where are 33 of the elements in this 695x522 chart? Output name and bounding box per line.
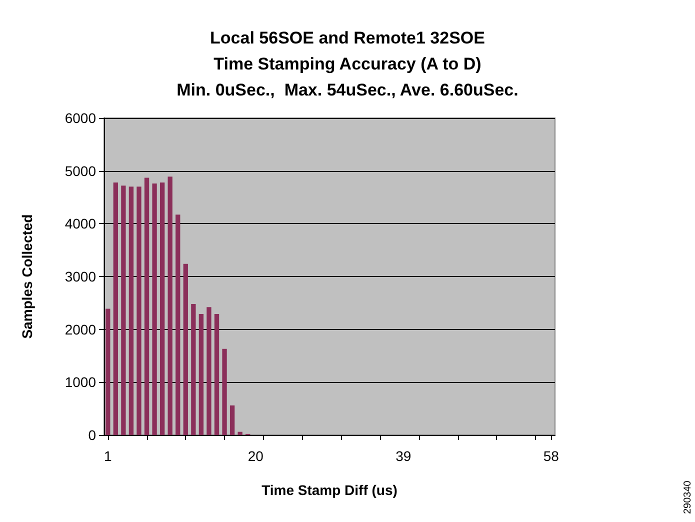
- bar: [214, 314, 220, 435]
- bar: [168, 176, 172, 435]
- y-axis-title: Samples Collected: [19, 214, 35, 339]
- text: 290340: [682, 480, 694, 514]
- bar: [160, 182, 165, 435]
- y-tick-label: 5000: [64, 162, 96, 179]
- chart-title: Local 56SOE and Remote1 32SOE Time Stamping Accuracy (A to D) Min. 0uSec., Max. 54uSec., Ave. 6.60uSec.: [176, 28, 518, 100]
- y-tick-label: 2000: [64, 321, 96, 338]
- y-tick-label: 4000: [64, 216, 96, 232]
- bar: [238, 432, 242, 435]
- bar: [144, 178, 150, 435]
- bar: [230, 405, 235, 435]
- x-tick-label: 58: [543, 448, 560, 464]
- x-axis-title: Time Stamp Diff (us): [262, 482, 398, 498]
- bar: [176, 214, 180, 435]
- bar: [113, 182, 118, 435]
- bar: [198, 314, 204, 435]
- bar: [183, 264, 188, 435]
- x-tick-label: 39: [396, 448, 412, 464]
- y-tick-label: 3000: [64, 268, 96, 284]
- bar: [222, 348, 227, 435]
- bar: [206, 307, 212, 435]
- x-tick-label: 1: [104, 448, 112, 464]
- x-tick-label: 20: [248, 448, 264, 464]
- bar: [106, 308, 110, 435]
- bar: [136, 186, 142, 435]
- y-tick-label: 1000: [64, 374, 96, 390]
- bar: [128, 186, 134, 435]
- bar: [121, 186, 126, 435]
- bar: [191, 304, 196, 435]
- y-tick-label: 6000: [64, 110, 96, 126]
- bar: [152, 184, 157, 435]
- y-tick-label: 0: [88, 427, 96, 443]
